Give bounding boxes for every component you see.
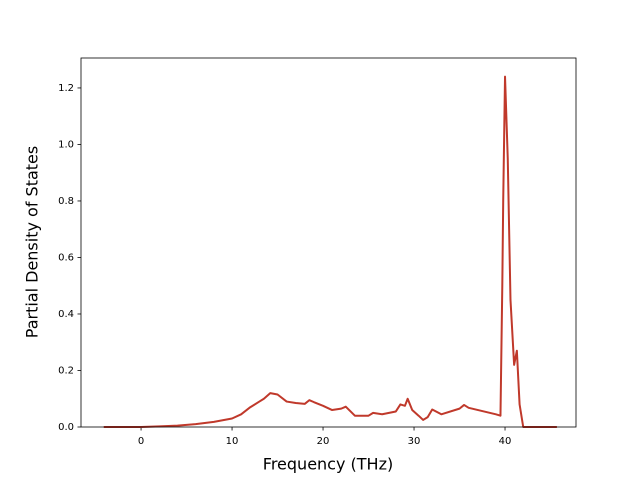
- y-tick-label: 1.0: [58, 139, 74, 150]
- y-tick-label: 0.4: [58, 309, 74, 320]
- x-tick-label: 0: [138, 436, 144, 447]
- x-tick-label: 10: [226, 436, 239, 447]
- y-tick-label: 0.6: [58, 252, 74, 263]
- x-tick-label: 20: [317, 436, 330, 447]
- y-tick-label: 0.2: [58, 365, 74, 376]
- x-tick-label: 40: [499, 436, 512, 447]
- plot-frame: [80, 57, 577, 428]
- y-tick-label: 0.0: [58, 422, 74, 433]
- y-axis-label: Partial Density of States: [23, 146, 42, 338]
- data-line: [103, 75, 557, 428]
- y-tick-label: 1.2: [58, 83, 74, 94]
- x-tick-label: 30: [408, 436, 421, 447]
- y-tick-label: 0.8: [58, 196, 74, 207]
- x-axis-label: Frequency (THz): [263, 455, 393, 474]
